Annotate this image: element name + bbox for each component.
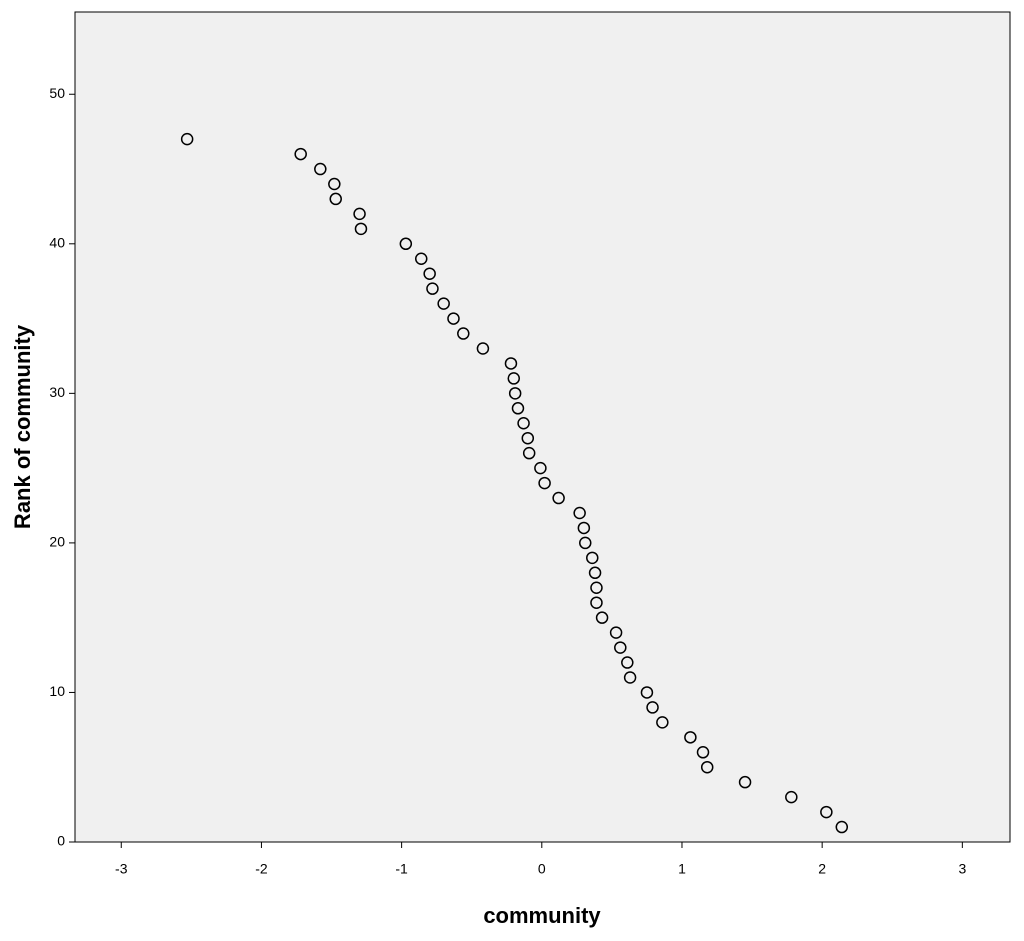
y-tick-label: 40 [49,235,65,251]
point [294,147,307,161]
point [447,312,460,325]
point [696,746,710,759]
x-tick-label: 0 [538,861,546,877]
point [656,716,669,729]
point [623,671,637,684]
plot-area [74,11,1011,843]
point [640,686,654,699]
y-tick-label: 10 [49,683,65,699]
point [399,237,413,251]
point [586,551,599,565]
point [476,342,490,355]
point [579,536,592,550]
point [588,566,602,580]
x-tick-label: 2 [818,861,826,877]
point [573,506,586,520]
x-tick-label: -2 [255,861,268,877]
point [700,760,714,774]
point [590,581,603,595]
point [314,162,327,176]
point [423,267,436,280]
point [820,805,833,819]
point [521,431,535,445]
point [621,656,634,669]
point [507,372,521,385]
point [590,596,603,609]
y-tick-label: 30 [49,384,65,400]
point [646,701,659,714]
point [835,820,849,834]
point [522,446,536,460]
point [511,402,525,415]
y-tick-label: 20 [49,534,65,550]
y-axis-label: Rank of community [10,324,35,529]
point [738,775,752,789]
point [538,476,551,490]
x-tick-label: 1 [678,861,686,877]
x-tick-label: -3 [115,861,128,877]
point [508,387,522,400]
point [457,327,470,340]
point [353,207,366,221]
point [504,357,518,370]
point [328,177,341,191]
y-tick-label: 0 [57,833,65,849]
x-tick-label: 3 [958,861,966,877]
y-tick-label: 50 [49,85,65,101]
point [595,611,609,624]
point [414,252,428,266]
point [577,521,591,535]
x-axis-label: community [483,903,601,928]
point [354,222,368,236]
x-tick-label: -1 [395,861,408,877]
point [437,297,450,310]
point [785,790,798,804]
point [614,641,627,654]
point [517,417,530,430]
point [180,132,194,146]
point [329,192,342,206]
point [684,731,697,744]
point [552,491,565,505]
point [534,461,547,475]
point [426,282,439,295]
point [609,626,623,639]
